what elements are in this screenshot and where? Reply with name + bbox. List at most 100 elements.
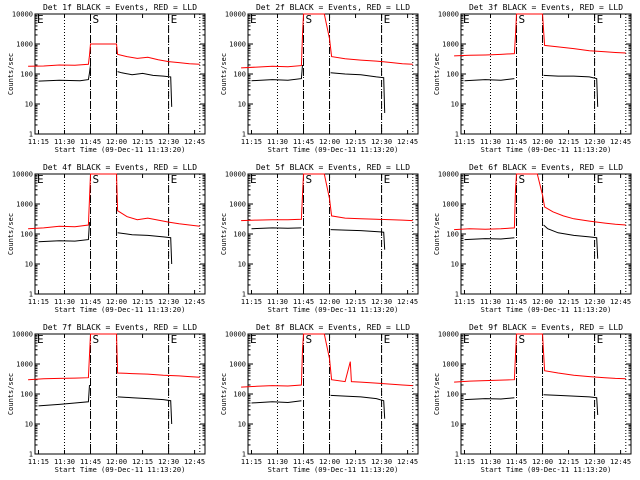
interval-marker: E xyxy=(250,173,257,186)
x-tick-label: 11:30 xyxy=(480,298,501,306)
y-tick-label: 1000 xyxy=(229,41,246,49)
y-tick-label: 100 xyxy=(20,391,33,399)
y-tick-label: 1000 xyxy=(442,361,459,369)
plot-frame xyxy=(460,13,632,135)
x-axis-label: Start Time (09-Dec-11 11:13:20) xyxy=(55,146,186,154)
x-axis-label: Start Time (09-Dec-11 11:13:20) xyxy=(481,146,612,154)
x-tick-label: 11:30 xyxy=(480,458,501,466)
x-tick-label: 11:30 xyxy=(480,138,501,146)
interval-marker: E xyxy=(171,173,178,186)
y-tick-label: 10000 xyxy=(225,331,246,339)
x-tick-label: 11:45 xyxy=(506,298,527,306)
y-tick-label: 100 xyxy=(233,71,246,79)
y-tick-label: 1000 xyxy=(16,201,33,209)
interval-marker: S xyxy=(519,333,526,346)
y-tick-label: 10 xyxy=(25,421,33,429)
plot-frame xyxy=(34,333,206,455)
y-tick-label: 100 xyxy=(233,391,246,399)
x-tick-label: 11:15 xyxy=(28,298,49,306)
lld-series-line xyxy=(241,13,413,69)
interval-marker: E xyxy=(597,333,604,346)
events-series-line xyxy=(38,222,173,265)
y-tick-label: 100 xyxy=(20,231,33,239)
interval-marker: E xyxy=(384,13,391,26)
interval-marker: E xyxy=(463,173,470,186)
y-tick-label: 1 xyxy=(242,451,246,459)
x-tick-label: 11:15 xyxy=(454,458,475,466)
chart-panel: Det 2f BLACK = Events, RED = LLD 11:15 11:… xyxy=(220,3,419,154)
interval-marker: S xyxy=(306,13,313,26)
y-tick-label: 1 xyxy=(242,291,246,299)
y-tick-label: 10000 xyxy=(438,171,459,179)
x-tick-label: 11:30 xyxy=(267,138,288,146)
x-tick-label: 12:45 xyxy=(610,458,631,466)
y-tick-label: 10 xyxy=(238,101,246,109)
interval-marker: E xyxy=(463,13,470,26)
y-tick-label: 10000 xyxy=(12,171,33,179)
x-tick-label: 11:45 xyxy=(506,458,527,466)
chart-panel: Det 5f BLACK = Events, RED = LLD 11:15 11:… xyxy=(220,163,419,314)
x-tick-label: 12:15 xyxy=(558,298,579,306)
x-tick-label: 12:45 xyxy=(610,298,631,306)
x-tick-label: 12:30 xyxy=(158,458,179,466)
interval-marker: E xyxy=(37,13,44,26)
interval-marker: E xyxy=(37,173,44,186)
x-tick-label: 12:15 xyxy=(132,458,153,466)
events-series-line xyxy=(251,394,386,419)
x-tick-label: 12:00 xyxy=(319,298,340,306)
y-tick-label: 100 xyxy=(446,231,459,239)
y-tick-label: 1 xyxy=(455,291,459,299)
chart-title: Det 7f BLACK = Events, RED = LLD xyxy=(43,323,197,332)
x-tick-label: 12:30 xyxy=(158,298,179,306)
plot-frame xyxy=(247,173,419,295)
y-tick-label: 10 xyxy=(451,101,459,109)
y-tick-label: 100 xyxy=(446,71,459,79)
y-tick-label: 10 xyxy=(238,261,246,269)
x-tick-label: 11:15 xyxy=(28,138,49,146)
interval-marker: S xyxy=(306,333,313,346)
events-series-line xyxy=(38,64,173,107)
chart-title: Det 1f BLACK = Events, RED = LLD xyxy=(43,3,197,12)
x-tick-label: 12:00 xyxy=(532,138,553,146)
x-tick-label: 11:30 xyxy=(267,298,288,306)
x-tick-label: 12:00 xyxy=(106,458,127,466)
y-tick-label: 10 xyxy=(25,101,33,109)
x-tick-label: 12:15 xyxy=(132,298,153,306)
x-tick-label: 12:30 xyxy=(371,458,392,466)
y-tick-label: 100 xyxy=(233,231,246,239)
x-axis-label: Start Time (09-Dec-11 11:13:20) xyxy=(268,306,399,314)
x-tick-label: 12:45 xyxy=(184,138,205,146)
lld-series-line xyxy=(454,173,626,231)
y-tick-label: 10 xyxy=(451,261,459,269)
plot-frame xyxy=(34,173,206,295)
x-tick-label: 11:15 xyxy=(241,298,262,306)
chart-title: Det 8f BLACK = Events, RED = LLD xyxy=(256,323,410,332)
y-tick-label: 1 xyxy=(455,131,459,139)
interval-marker: S xyxy=(93,333,100,346)
plot-frame xyxy=(247,13,419,135)
y-axis-label: Counts/sec xyxy=(220,53,228,95)
x-tick-label: 12:15 xyxy=(558,458,579,466)
x-tick-label: 11:15 xyxy=(241,138,262,146)
plot-frame xyxy=(34,13,206,135)
x-tick-label: 11:45 xyxy=(80,138,101,146)
plot-frame xyxy=(247,333,419,455)
x-tick-label: 12:15 xyxy=(345,298,366,306)
chart-title: Det 4f BLACK = Events, RED = LLD xyxy=(43,163,197,172)
y-tick-label: 1 xyxy=(29,291,33,299)
plot-frame xyxy=(460,173,632,295)
chart-title: Det 3f BLACK = Events, RED = LLD xyxy=(469,3,623,12)
events-series-line xyxy=(464,394,599,416)
chart-title: Det 9f BLACK = Events, RED = LLD xyxy=(469,323,623,332)
y-tick-label: 100 xyxy=(20,71,33,79)
x-tick-label: 12:00 xyxy=(532,458,553,466)
y-tick-label: 10000 xyxy=(438,11,459,19)
interval-marker: S xyxy=(519,13,526,26)
lld-series-line xyxy=(28,333,200,381)
y-axis-label: Counts/sec xyxy=(7,53,15,95)
x-tick-label: 11:30 xyxy=(267,458,288,466)
y-axis-label: Counts/sec xyxy=(220,213,228,255)
x-tick-label: 12:00 xyxy=(106,138,127,146)
events-series-line xyxy=(464,74,599,107)
x-tick-label: 11:45 xyxy=(293,298,314,306)
